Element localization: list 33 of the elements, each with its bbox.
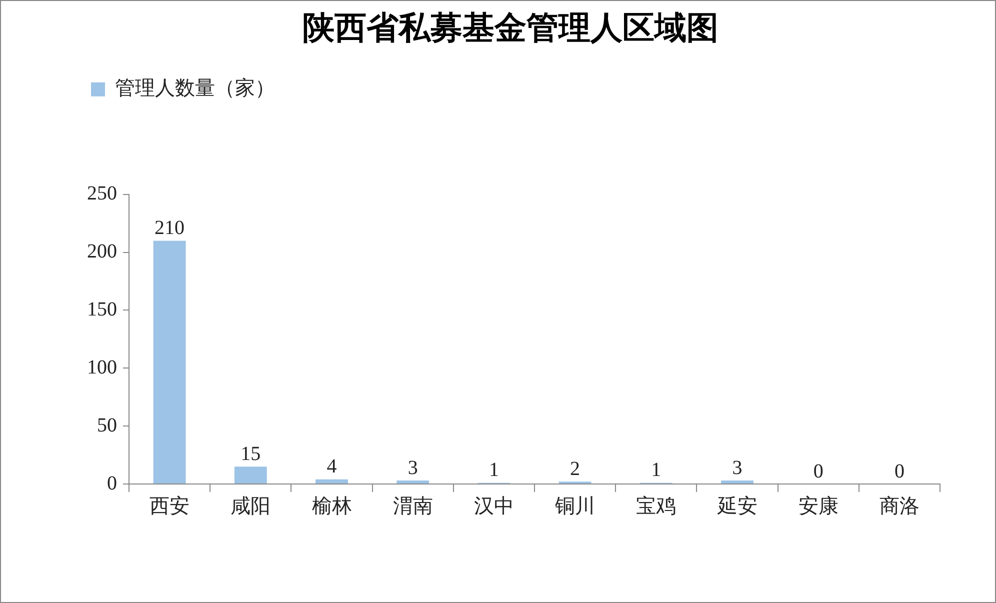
y-tick-label: 0: [107, 472, 117, 494]
x-tick-label: 延安: [716, 495, 758, 518]
x-tick-label: 西安: [150, 495, 190, 518]
x-tick-label: 汉中: [474, 495, 514, 518]
data-label: 210: [154, 216, 185, 239]
x-tick-label: 铜川: [554, 495, 596, 518]
data-label: 3: [408, 456, 418, 479]
bar: [234, 466, 267, 484]
y-tick-label: 250: [87, 182, 117, 205]
data-label: 0: [813, 460, 824, 482]
x-tick-label: 商洛: [879, 495, 920, 518]
y-tick-label: 100: [87, 356, 117, 378]
x-tick-label: 安康: [798, 495, 838, 518]
chart-title: 陕西省私募基金管理人区域图: [302, 9, 718, 46]
bar: [316, 479, 348, 484]
y-tick-label: 200: [87, 240, 117, 263]
data-label: 1: [651, 459, 662, 482]
data-label: 3: [732, 456, 742, 479]
bar: [153, 240, 186, 484]
bar: [396, 480, 430, 484]
data-label: 15: [240, 442, 261, 465]
x-tick-label: 榆林: [312, 495, 352, 518]
bar: [721, 480, 754, 484]
data-label: 1: [488, 459, 499, 482]
x-tick-label: 宝鸡: [636, 495, 676, 518]
y-tick-label: 50: [97, 414, 117, 436]
data-label: 4: [326, 456, 337, 478]
y-tick-label: 150: [87, 298, 117, 320]
x-tick-label: 咸阳: [230, 495, 271, 518]
data-label: 0: [894, 460, 904, 482]
x-tick-label: 渭南: [392, 495, 433, 518]
data-label: 2: [570, 458, 580, 480]
legend-label: 管理人数量（家）: [115, 78, 275, 100]
